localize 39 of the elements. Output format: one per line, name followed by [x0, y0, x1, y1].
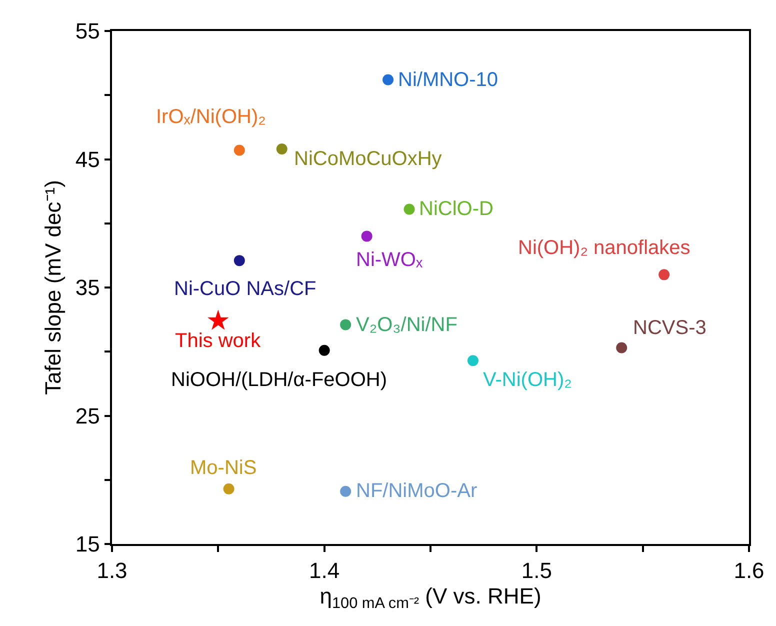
- series-label: Ni-WOₓ: [356, 249, 423, 271]
- y-axis-title: Tafel slope (mV dec⁻¹): [40, 180, 66, 395]
- series-label: NCVS-3: [633, 317, 706, 339]
- point: [223, 483, 234, 494]
- point: [361, 230, 372, 242]
- series-label: IrOₓ/Ni(OH)₂: [156, 106, 266, 128]
- series-label: This work: [175, 330, 262, 352]
- x-axis-title: η$_{100 mA cm⁻²}$ (V vs. RHE): [320, 584, 542, 612]
- y-tick-label: 45: [75, 146, 100, 172]
- series-label: Ni-CuO NAs/CF: [174, 278, 316, 300]
- point: [382, 74, 394, 86]
- point: [340, 319, 352, 330]
- series-label: Ni(OH)₂ nanoflakes: [518, 237, 690, 259]
- series-label: NF/NiMoO-Ar: [356, 480, 478, 502]
- point: [404, 204, 415, 215]
- text: NiOOH/(LDH/α-FeOOH): [171, 369, 388, 391]
- series-label: NiClO-D: [419, 198, 494, 220]
- point: [340, 486, 352, 497]
- y-tick-label: 25: [75, 403, 100, 428]
- series-label: V₂O₃/Ni/NF: [356, 314, 458, 336]
- point: [276, 143, 288, 154]
- series-label: NiCoMoCuOxHy: [294, 148, 442, 170]
- series-label: Mo-NiS: [190, 457, 257, 479]
- y-tick-label: 35: [75, 275, 100, 300]
- point: [616, 342, 628, 354]
- series-label: V-Ni(OH)₂: [483, 369, 572, 391]
- x-tick-label: 1.6: [734, 558, 764, 584]
- x-tick-label: 1.3: [96, 558, 128, 584]
- point: [467, 355, 478, 366]
- point: [658, 269, 670, 280]
- series-label: Ni/MNO-10: [398, 69, 498, 91]
- point: [234, 144, 245, 156]
- x-tick-label: 1.5: [521, 558, 552, 584]
- y-tick-label: 55: [75, 18, 100, 44]
- x-tick-label: 1.4: [309, 558, 340, 584]
- point: [234, 255, 245, 266]
- point: [208, 310, 229, 330]
- y-tick-label: 15: [75, 532, 100, 557]
- point: [318, 344, 330, 356]
